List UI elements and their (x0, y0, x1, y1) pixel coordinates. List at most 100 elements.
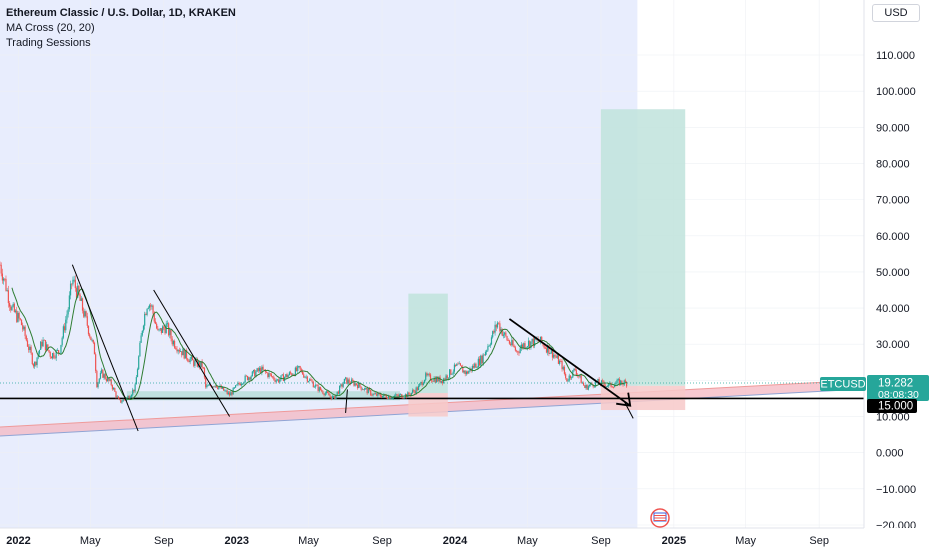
candle-body (495, 324, 497, 328)
candle-body (91, 339, 93, 341)
candle-body (323, 393, 325, 396)
candle-body (584, 385, 586, 388)
candle-body (519, 348, 521, 354)
candle-body (324, 393, 326, 396)
candle-body (325, 391, 328, 394)
candle-body (257, 368, 259, 371)
candle-body (340, 384, 342, 386)
candle-body (274, 379, 276, 382)
candle-body (365, 388, 367, 389)
candle-body (586, 384, 588, 390)
candle-body (47, 344, 49, 350)
candle-body (487, 346, 489, 351)
candle-body (200, 361, 202, 367)
candle-body (182, 348, 184, 356)
candle-body (66, 314, 68, 320)
candle-body (56, 350, 59, 351)
candle-body (500, 328, 502, 332)
trendline[interactable] (508, 318, 631, 407)
position-stop-zone[interactable] (408, 393, 448, 417)
candle-body (229, 392, 231, 396)
trendlines[interactable] (71, 264, 634, 432)
candle-body (72, 279, 74, 285)
candle-body (594, 381, 597, 387)
candle-body (187, 358, 189, 361)
candle-body (489, 344, 491, 346)
candle-body (190, 356, 192, 359)
candle-body (335, 394, 337, 399)
candle-body (179, 351, 182, 352)
candle-body (142, 325, 145, 331)
candle-body (506, 336, 508, 341)
time-axis-panel[interactable] (0, 528, 932, 550)
candle-body (313, 386, 316, 388)
candle-body (397, 395, 399, 397)
trendline-short[interactable] (345, 389, 348, 413)
candle-body (587, 386, 589, 390)
trendline[interactable] (71, 264, 139, 432)
position-tools[interactable] (126, 109, 686, 417)
candle-body (121, 401, 123, 403)
symbol-title[interactable]: Ethereum Classic / U.S. Dollar, 1D, KRAK… (6, 7, 236, 19)
candle-body (433, 377, 435, 382)
candle-body (252, 370, 255, 372)
candle-body (96, 370, 98, 388)
candle-body (136, 369, 139, 378)
indicator-trading-sessions[interactable]: Trading Sessions (6, 37, 91, 49)
price-axis-panel[interactable] (864, 0, 932, 550)
position-target-zone[interactable] (408, 293, 448, 394)
session-flag-icon[interactable] (650, 508, 670, 528)
candle-body (518, 352, 520, 354)
candle-body (236, 384, 238, 386)
candle-body (312, 381, 314, 388)
price-tick-label: 30.000 (876, 339, 910, 351)
candle-body (606, 386, 609, 387)
candle-body (299, 366, 301, 370)
candle-body (306, 376, 308, 382)
trendline[interactable] (153, 289, 231, 417)
candle-body (157, 328, 159, 331)
candle-body (303, 374, 305, 378)
candle-body (278, 379, 280, 383)
candle-body (55, 350, 57, 359)
price-tick-label: 40.000 (876, 303, 910, 315)
position-target-zone[interactable] (600, 109, 686, 386)
time-tick-label: May (298, 535, 319, 547)
candle-body (105, 378, 108, 382)
trendline-short[interactable] (623, 401, 634, 419)
candle-body (304, 376, 306, 378)
last-price-tag (867, 375, 929, 401)
candle-body (600, 380, 603, 385)
candle-body (73, 279, 75, 281)
candle-body (520, 344, 522, 349)
candle-body (413, 390, 415, 392)
candle-body (563, 367, 566, 374)
candle-body (511, 340, 513, 346)
candle-body (164, 328, 166, 334)
candle-body (10, 306, 12, 311)
candle-body (417, 385, 420, 391)
candle-body (450, 369, 452, 375)
candle-body (268, 373, 270, 378)
candle-body (425, 373, 427, 380)
candle-body (358, 382, 360, 389)
candle-body (281, 374, 283, 376)
candle-body (574, 368, 576, 371)
candle-body (608, 383, 610, 387)
candle-body (364, 388, 366, 390)
support-zone[interactable] (126, 391, 401, 401)
candle-body (337, 391, 340, 394)
currency-button[interactable]: USD (872, 4, 920, 22)
candle-body (568, 375, 570, 381)
candle-body (580, 375, 582, 384)
candle-body (24, 326, 26, 337)
candle-body (524, 343, 526, 349)
candle-body (144, 313, 146, 326)
indicator-ma-cross[interactable]: MA Cross (20, 20) (6, 22, 95, 34)
price-tick-label: 80.000 (876, 158, 910, 170)
candle-body (543, 344, 545, 348)
candle-body (0, 264, 1, 266)
candle-body (145, 313, 147, 315)
